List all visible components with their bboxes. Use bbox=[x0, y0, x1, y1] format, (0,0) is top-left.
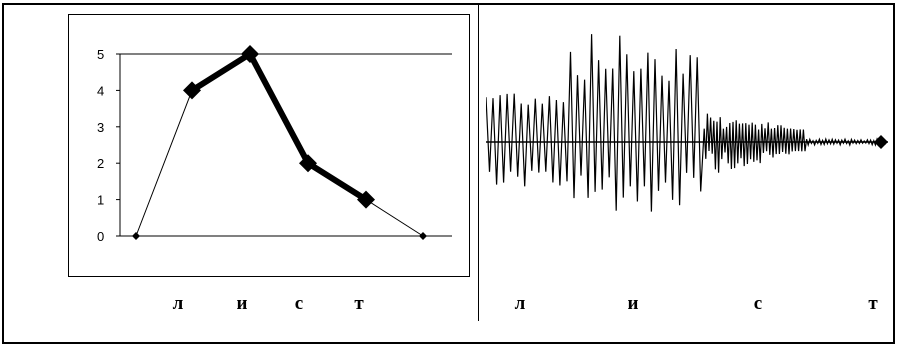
data-point-0 bbox=[132, 232, 140, 240]
right-letter-s: с bbox=[753, 293, 763, 314]
y-tick-label-2: 2 bbox=[97, 156, 104, 171]
syllabic-curve-chart: 0 1 2 3 4 5 bbox=[20, 12, 470, 277]
curve-segment-1 bbox=[189, 51, 253, 94]
right-letter-l: л bbox=[514, 293, 526, 314]
right-letter-i: и bbox=[627, 293, 639, 314]
data-point-3 bbox=[299, 154, 317, 173]
plot-area-border bbox=[68, 14, 470, 277]
data-point-5 bbox=[419, 232, 427, 240]
y-tick-label-5: 5 bbox=[97, 47, 104, 62]
curve-segment-0 bbox=[135, 89, 193, 237]
y-tick-label-4: 4 bbox=[97, 83, 104, 98]
right-letter-labels: л и с т bbox=[478, 293, 898, 319]
right-letter-t: т bbox=[868, 293, 878, 314]
left-letter-i: и bbox=[236, 293, 248, 314]
curve-segment-2 bbox=[247, 51, 311, 167]
y-tick-label-1: 1 bbox=[97, 193, 104, 208]
data-point-2 bbox=[241, 45, 259, 63]
data-point-4 bbox=[357, 190, 375, 209]
left-letter-t: т bbox=[354, 293, 364, 314]
waveform-trace bbox=[486, 34, 886, 212]
waveform-svg bbox=[486, 34, 888, 212]
left-letter-l: л bbox=[172, 293, 184, 314]
curve-segment-3 bbox=[305, 160, 369, 203]
waveform-end-marker bbox=[874, 135, 888, 149]
panel-divider bbox=[478, 5, 479, 321]
y-tick-label-0: 0 bbox=[97, 229, 104, 244]
left-letter-s: с bbox=[294, 293, 304, 314]
curve-segment-4 bbox=[365, 199, 424, 237]
figure-frame bbox=[2, 3, 895, 344]
waveform-chart bbox=[486, 16, 894, 226]
left-letter-labels: л и с т bbox=[0, 293, 478, 319]
data-point-1 bbox=[183, 81, 201, 100]
syllabic-curve-svg: 0 1 2 3 4 5 bbox=[97, 45, 452, 244]
y-tick-label-3: 3 bbox=[97, 120, 104, 135]
